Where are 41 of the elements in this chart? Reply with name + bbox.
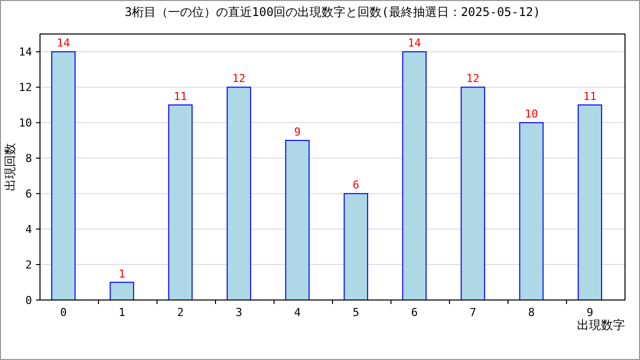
data-label: 9 [294,125,301,138]
x-tick-label: 1 [118,306,126,319]
x-axis-title: 出現数字 [577,318,625,332]
y-tick-label: 2 [25,258,32,272]
data-label: 14 [56,36,70,50]
bar [402,51,427,300]
y-tick-label: 8 [25,152,32,166]
data-label: 12 [232,72,246,86]
x-tick-label: 5 [352,306,360,319]
chart-title: 3桁目（一の位）の直近100回の出現数字と回数(最終抽選日：2025-05-12) [124,5,540,19]
data-label: 11 [583,90,597,103]
data-label: 1 [118,267,126,280]
y-tick-label: 14 [18,46,32,59]
bar [51,51,76,300]
bar [285,140,310,300]
x-tick-label: 7 [470,306,476,319]
bar [168,104,193,300]
bar [519,122,544,300]
bar [460,86,486,300]
data-label: 10 [524,108,538,121]
bar [226,86,252,300]
y-tick-label: 6 [25,188,32,201]
x-tick-label: 8 [528,306,535,319]
x-tick-label: 2 [177,306,184,319]
y-axis-title: 出現回数 [3,143,17,191]
y-tick-label: 0 [25,294,32,307]
bar [344,193,368,300]
y-tick-label: 12 [18,81,32,94]
x-tick-label: 9 [586,306,594,319]
bar [578,104,602,300]
x-tick-label: 4 [294,306,302,319]
data-label: 14 [408,36,422,50]
data-label: 11 [174,90,188,103]
x-tick-label: 0 [60,306,67,319]
bar [110,282,134,300]
y-tick-label: 4 [25,223,32,236]
data-label: 6 [352,178,360,192]
data-label: 12 [466,72,480,86]
y-tick-label: 10 [18,116,32,130]
x-tick-label: 3 [236,306,242,319]
x-tick-label: 6 [411,306,418,319]
